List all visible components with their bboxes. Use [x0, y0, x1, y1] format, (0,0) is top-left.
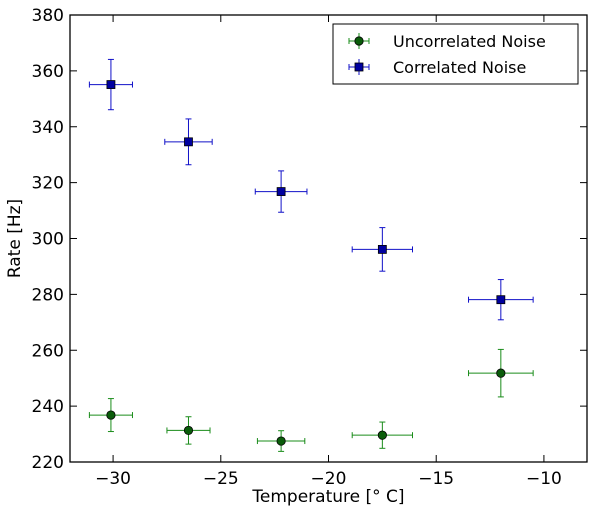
data-point [276, 436, 286, 446]
data-point [377, 430, 387, 440]
data-point [106, 410, 116, 420]
data-point [377, 244, 387, 254]
legend-marker [354, 62, 364, 72]
legend-entry: Correlated Noise [348, 58, 526, 77]
y-tick-label: 260 [32, 341, 64, 361]
y-tick-label: 320 [32, 174, 64, 194]
x-tick-label: −15 [418, 469, 454, 489]
data-point [184, 137, 193, 147]
plot-marks [88, 58, 534, 452]
x-axis-label: Temperature [° C] [251, 487, 404, 507]
tick-labels: −30 −25 −20 −15 −10 220 240 260 280 300 320 340 360 3… [32, 6, 562, 489]
x-tick-label: −10 [526, 469, 562, 489]
series-uncorrelated-noise [88, 348, 534, 452]
legend: Uncorrelated Noise Correlated Noise [332, 23, 579, 85]
data-point [496, 295, 506, 305]
data-point [276, 187, 286, 196]
y-tick-label: 300 [32, 230, 64, 250]
legend-entries: Uncorrelated Noise Correlated Noise [348, 32, 546, 77]
axis-ticks [70, 14, 587, 463]
legend-marker [354, 36, 364, 46]
data-point [106, 80, 116, 89]
legend-label: Uncorrelated Noise [393, 32, 546, 51]
y-tick-label: 240 [32, 397, 64, 417]
y-tick-label: 360 [32, 62, 64, 82]
x-tick-label: −30 [95, 469, 131, 489]
y-tick-label: 220 [32, 453, 64, 473]
y-tick-label: 380 [32, 6, 64, 26]
series-correlated-noise [88, 58, 534, 321]
x-tick-label: −20 [311, 469, 347, 489]
legend-box [332, 23, 579, 85]
y-axis-label: Rate [Hz] [5, 199, 25, 278]
legend-entry: Uncorrelated Noise [348, 32, 546, 51]
legend-label: Correlated Noise [393, 58, 526, 77]
data-point [496, 368, 506, 378]
y-tick-label: 340 [32, 118, 64, 138]
x-tick-label: −25 [203, 469, 239, 489]
data-point [183, 425, 194, 436]
y-tick-label: 280 [32, 285, 64, 305]
